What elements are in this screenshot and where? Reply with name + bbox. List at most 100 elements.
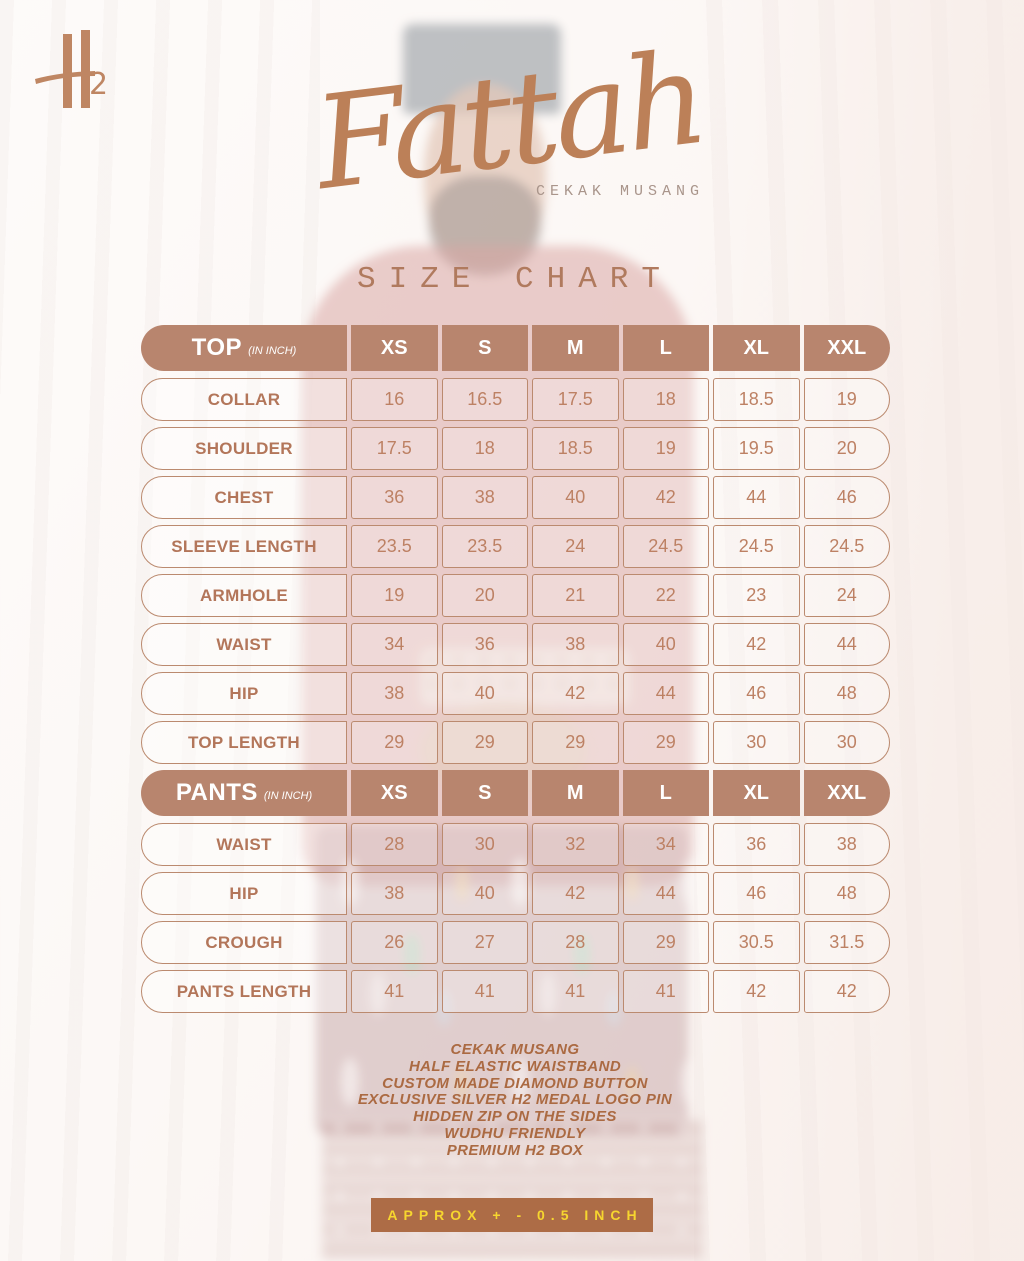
measurement-value: 16 [351,378,438,421]
table-row: WAIST 34 36 38 40 42 44 [141,623,890,666]
measurement-label: ARMHOLE [141,574,347,617]
measurement-label: TOP LENGTH [141,721,347,764]
size-col-header: S [441,325,528,371]
size-col-header: S [441,770,528,816]
measurement-label: SHOULDER [141,427,347,470]
measurement-value: 48 [803,672,890,715]
size-col-header: L [622,325,709,371]
measurement-value: 29 [532,721,619,764]
size-col-header: XS [351,770,438,816]
measurement-value: 17.5 [351,427,438,470]
measurement-value: 41 [351,970,438,1013]
measurement-label: SLEEVE LENGTH [141,525,347,568]
measurement-value: 22 [622,574,709,617]
size-col-header: M [532,325,619,371]
measurement-value: 30.5 [713,921,800,964]
measurement-value: 41 [441,970,528,1013]
table-row: CHEST 36 38 40 42 44 46 [141,476,890,519]
measurement-value: 20 [803,427,890,470]
measurement-value: 42 [713,623,800,666]
measurement-value: 41 [532,970,619,1013]
measurement-value: 23.5 [441,525,528,568]
top-header-label: TOP (IN INCH) [141,325,347,371]
measurement-value: 46 [713,872,800,915]
table-row: TOP LENGTH 29 29 29 29 30 30 [141,721,890,764]
measurement-value: 18.5 [713,378,800,421]
measurement-label: WAIST [141,623,347,666]
measurement-label: COLLAR [141,378,347,421]
measurement-value: 40 [532,476,619,519]
product-subtitle: CEKAK MUSANG [536,183,705,200]
page-title: SIZE CHART [356,262,674,297]
measurement-value: 18.5 [532,427,619,470]
size-chart-table: TOP (IN INCH) XS S M L XL XXL COLLAR 16 … [141,325,890,1019]
measurement-value: 29 [441,721,528,764]
measurement-value: 24.5 [803,525,890,568]
size-col-header: XL [713,770,800,816]
measurement-value: 46 [713,672,800,715]
measurement-value: 40 [441,872,528,915]
feature-item: CUSTOM MADE DIAMOND BUTTON [382,1074,648,1092]
measurement-value: 26 [351,921,438,964]
measurement-label: CHEST [141,476,347,519]
size-col-header: XXL [803,770,890,816]
measurement-value: 32 [532,823,619,866]
h2-logo: 2 [33,26,111,121]
measurement-value: 42 [622,476,709,519]
measurement-value: 30 [713,721,800,764]
table-row: CROUGH 26 27 28 29 30.5 31.5 [141,921,890,964]
size-col-header: XL [713,325,800,371]
table-row: WAIST 28 30 32 34 36 38 [141,823,890,866]
measurement-value: 29 [351,721,438,764]
measurement-label: HIP [141,872,347,915]
product-name: Fattah [307,23,711,220]
measurement-value: 36 [441,623,528,666]
approx-note: APPROX + - 0.5 INCH [371,1198,653,1232]
measurement-value: 46 [803,476,890,519]
measurement-value: 19 [803,378,890,421]
size-col-header: XXL [803,325,890,371]
measurement-value: 38 [441,476,528,519]
feature-item: CEKAK MUSANG [450,1041,580,1058]
measurement-value: 23.5 [351,525,438,568]
measurement-value: 31.5 [803,921,890,964]
measurement-value: 24 [803,574,890,617]
measurement-value: 21 [532,574,619,617]
measurement-value: 38 [803,823,890,866]
measurement-value: 38 [351,672,438,715]
measurement-value: 29 [622,721,709,764]
measurement-value: 19 [622,427,709,470]
table-row: HIP 38 40 42 44 46 48 [141,672,890,715]
measurement-value: 30 [803,721,890,764]
feature-item: HIDDEN ZIP ON THE SIDES [413,1108,617,1126]
measurement-label: WAIST [141,823,347,866]
approx-note-text: APPROX + - 0.5 INCH [387,1207,643,1223]
size-col-header: L [622,770,709,816]
measurement-value: 18 [441,427,528,470]
measurement-value: 42 [532,872,619,915]
measurement-label: HIP [141,672,347,715]
measurement-value: 42 [803,970,890,1013]
measurement-value: 23 [713,574,800,617]
measurement-value: 28 [351,823,438,866]
measurement-value: 42 [713,970,800,1013]
measurement-value: 42 [532,672,619,715]
measurement-value: 17.5 [532,378,619,421]
measurement-value: 44 [622,872,709,915]
measurement-value: 28 [532,921,619,964]
measurement-value: 38 [351,872,438,915]
pants-header-label: PANTS (IN INCH) [141,770,347,816]
measurement-value: 19 [351,574,438,617]
measurement-label: PANTS LENGTH [141,970,347,1013]
measurement-value: 20 [441,574,528,617]
measurement-value: 29 [622,921,709,964]
table-row: COLLAR 16 16.5 17.5 18 18.5 19 [141,378,890,421]
measurement-value: 16.5 [441,378,528,421]
measurement-value: 30 [441,823,528,866]
top-header-row: TOP (IN INCH) XS S M L XL XXL [141,325,890,371]
feature-item: PREMIUM H2 BOX [446,1141,584,1159]
measurement-value: 24.5 [622,525,709,568]
measurement-value: 44 [803,623,890,666]
measurement-value: 36 [713,823,800,866]
